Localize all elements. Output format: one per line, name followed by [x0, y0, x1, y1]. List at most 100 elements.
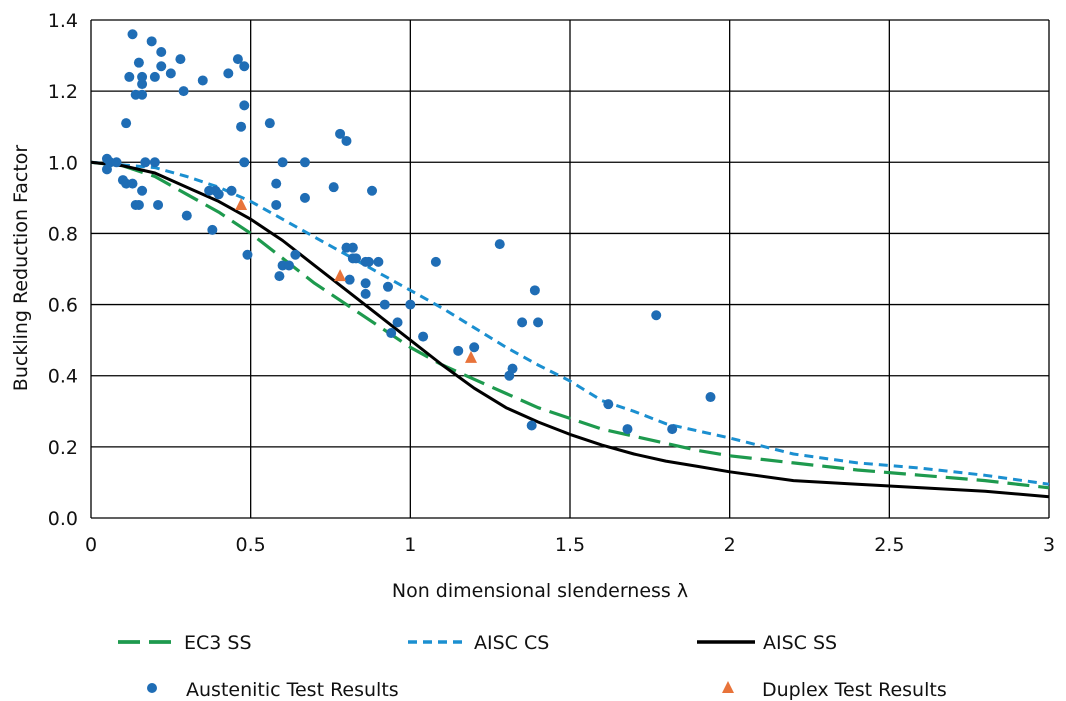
legend-label: Duplex Test Results: [762, 679, 947, 701]
austenitic-point: [239, 61, 250, 72]
x-tick-label: 1: [404, 534, 416, 556]
austenitic-point: [341, 135, 352, 146]
y-tick-label: 1.4: [48, 10, 78, 32]
austenitic-point: [382, 281, 393, 292]
austenitic-point: [153, 199, 164, 210]
austenitic-point: [405, 299, 416, 310]
austenitic-point: [363, 256, 374, 267]
austenitic-point: [271, 199, 282, 210]
austenitic-point: [127, 29, 138, 40]
austenitic-point: [133, 199, 144, 210]
austenitic-point: [386, 328, 397, 339]
austenitic-point: [213, 189, 224, 200]
austenitic-point: [239, 157, 250, 168]
austenitic-point: [360, 288, 371, 299]
austenitic-point: [507, 363, 518, 374]
austenitic-point: [418, 331, 429, 342]
austenitic-point: [127, 178, 138, 189]
legend: EC3 SS AISC CS AISC SS Austenitic Test Resu…: [118, 632, 947, 701]
austenitic-point: [494, 239, 505, 250]
austenitic-point: [149, 71, 160, 82]
austenitic-point: [175, 54, 186, 65]
y-tick-label: 0.0: [48, 508, 78, 530]
austenitic-point: [622, 424, 633, 435]
austenitic-point: [360, 278, 371, 289]
austenitic-point: [277, 157, 288, 168]
austenitic-point: [290, 249, 301, 260]
austenitic-point: [146, 36, 157, 47]
series-line-aisc-ss: [90, 160, 1050, 499]
austenitic-point: [178, 86, 189, 97]
austenitic-point: [124, 71, 135, 82]
austenitic-point: [533, 317, 544, 328]
austenitic-point: [299, 157, 310, 168]
legend-label: Austenitic Test Results: [186, 679, 399, 701]
austenitic-point: [137, 185, 148, 196]
austenitic-point: [165, 68, 176, 79]
austenitic-point: [283, 260, 294, 271]
austenitic-point: [517, 317, 528, 328]
duplex-point: [334, 269, 347, 282]
austenitic-point: [328, 182, 339, 193]
x-tick-label: 1.5: [555, 534, 585, 556]
austenitic-point: [299, 192, 310, 203]
austenitic-point: [469, 342, 480, 353]
austenitic-point: [430, 256, 441, 267]
austenitic-point: [271, 178, 282, 189]
austenitic-point: [156, 61, 167, 72]
austenitic-point: [705, 392, 716, 403]
x-tick-label: 0.5: [236, 534, 266, 556]
austenitic-point: [274, 271, 285, 282]
austenitic-point: [392, 317, 403, 328]
x-tick-label: 2.5: [874, 534, 904, 556]
legend-label: AISC CS: [474, 632, 549, 654]
austenitic-point: [137, 71, 148, 82]
austenitic-point: [667, 424, 678, 435]
duplex-point: [465, 350, 478, 363]
austenitic-point: [264, 118, 275, 129]
duplex-point: [235, 197, 248, 210]
austenitic-point: [242, 249, 253, 260]
y-tick-label: 0.2: [48, 437, 78, 459]
austenitic-point: [226, 185, 237, 196]
austenitic-point: [367, 185, 378, 196]
austenitic-point: [181, 210, 192, 221]
austenitic-point: [133, 57, 144, 68]
curve-series: [90, 160, 1050, 499]
austenitic-point: [111, 157, 122, 168]
y-tick-label: 1.0: [48, 152, 78, 174]
y-axis-title: Buckling Reduction Factor: [10, 145, 32, 392]
austenitic-point: [347, 242, 358, 253]
austenitic-point: [453, 345, 464, 356]
y-tick-label: 0.6: [48, 295, 78, 317]
austenitic-point: [137, 89, 148, 100]
austenitic-point: [121, 118, 132, 129]
austenitic-point: [379, 299, 390, 310]
test-points: [101, 29, 716, 435]
austenitic-point: [351, 253, 362, 264]
austenitic-point: [149, 157, 160, 168]
austenitic-point: [344, 274, 355, 285]
austenitic-point: [239, 100, 250, 111]
x-axis-title: Non dimensional slenderness λ: [392, 580, 688, 602]
austenitic-point: [137, 79, 148, 90]
austenitic-point: [156, 47, 167, 58]
x-tick-label: 0: [85, 534, 97, 556]
austenitic-point: [232, 54, 243, 65]
legend-marker-austenitic-test-results: [147, 683, 157, 693]
x-tick-label: 3: [1043, 534, 1055, 556]
tick-labels: 0.0 0.2 0.4 0.6 0.8 1.0 1.2 1.4 0 0.5 1 1.5 2 2.5 3: [48, 10, 1055, 556]
y-tick-label: 0.8: [48, 223, 78, 245]
y-tick-label: 1.2: [48, 81, 78, 103]
legend-label: EC3 SS: [184, 632, 252, 654]
austenitic-point: [651, 310, 662, 321]
y-tick-label: 0.4: [48, 366, 78, 388]
austenitic-point: [140, 157, 151, 168]
austenitic-point: [373, 256, 384, 267]
austenitic-point: [197, 75, 208, 86]
series-line-ec3-ss: [90, 160, 1050, 490]
grid-lines: [90, 19, 1050, 519]
austenitic-point: [526, 420, 537, 431]
legend-label: AISC SS: [763, 632, 837, 654]
